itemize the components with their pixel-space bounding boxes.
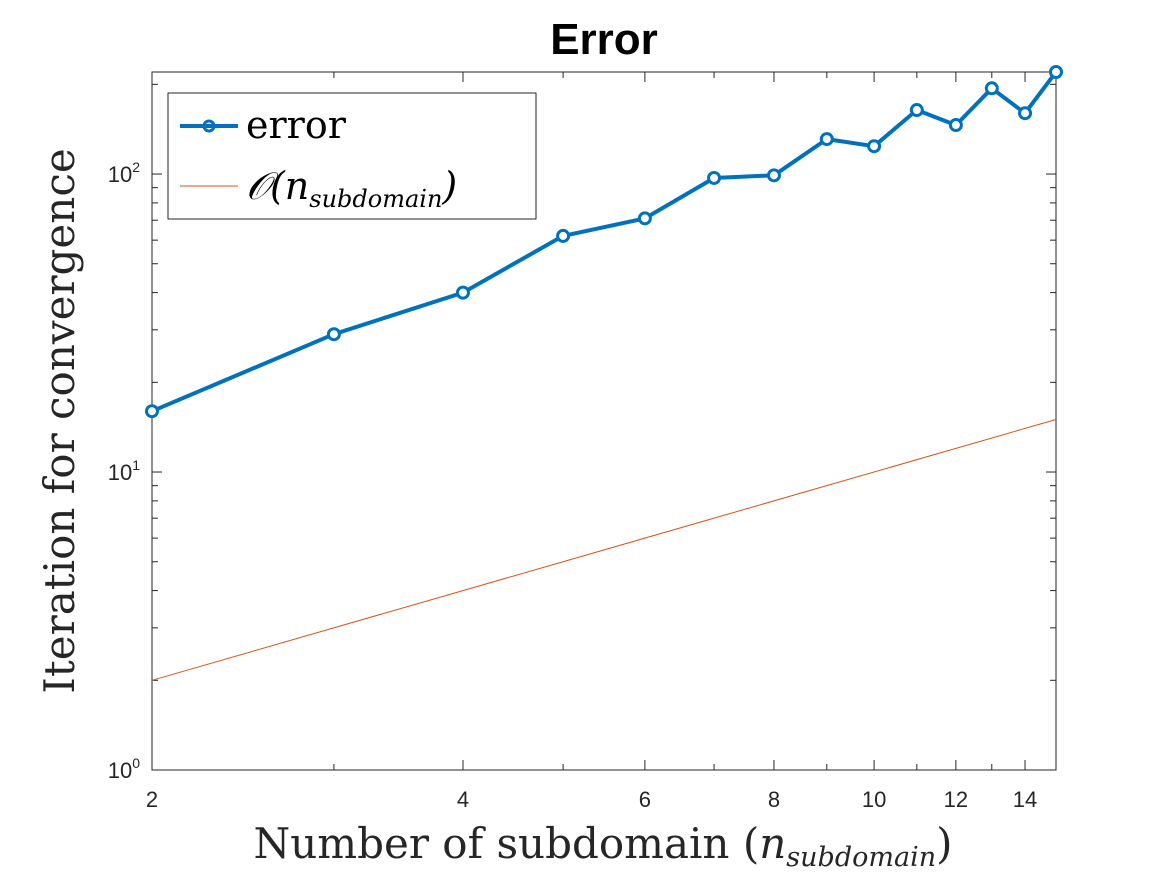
legend-error-label: error: [246, 103, 347, 147]
plot-axes: [151, 71, 1057, 771]
series-error-point: [145, 404, 159, 419]
y-tick-label: 101: [108, 457, 140, 485]
y-tick-label-base: 10: [108, 162, 132, 187]
legend: error 𝒪(nsubdomain): [167, 92, 537, 220]
x-tick-label: 10: [862, 787, 886, 812]
legend-order-var: n: [285, 164, 309, 208]
series-error-point: [455, 285, 470, 300]
y-tick-label: 102: [108, 159, 140, 187]
series-error-point: [867, 139, 882, 154]
legend-box: [167, 92, 537, 220]
x-tick-label: 12: [944, 787, 968, 812]
chart-title: Error: [550, 15, 658, 64]
x-axis-label-close: ): [936, 819, 952, 868]
series-error-point: [637, 211, 652, 226]
series-error-point: [326, 327, 341, 342]
x-tick-label: 8: [768, 787, 780, 812]
x-axis-label-sub: subdomain: [786, 842, 936, 873]
series-error-point: [909, 103, 924, 118]
legend-order-close: ): [441, 164, 457, 208]
x-axis-label-var: n: [759, 819, 786, 868]
y-tick-label-exp: 0: [132, 755, 140, 771]
y-tick-label-exp: 1: [132, 457, 140, 473]
series-error-point: [766, 168, 781, 183]
x-tick-label: 2: [146, 787, 158, 812]
series-reference-line: [151, 419, 1057, 681]
series-error-point: [1049, 65, 1063, 79]
y-tick-label-base: 10: [108, 758, 132, 783]
series-error-point: [819, 132, 834, 147]
x-axis-label: Number of subdomain (nsubdomain): [254, 819, 953, 873]
series-group: [145, 65, 1063, 681]
series-error-point: [1018, 106, 1033, 121]
series-error-point: [556, 228, 571, 243]
plot-frame: [151, 71, 1057, 771]
series-error-point: [984, 81, 999, 96]
y-tick-label-base: 10: [108, 460, 132, 485]
series-error-line: [151, 70, 1058, 414]
legend-error-marker: [202, 119, 216, 133]
y-tick-label-exp: 2: [132, 159, 140, 175]
legend-order-sub: subdomain: [309, 185, 442, 213]
series-error-point: [948, 118, 963, 133]
y-tick-label: 100: [108, 755, 140, 783]
x-tick-label: 6: [639, 787, 651, 812]
y-axis-label: Iteration for convergence: [35, 148, 84, 693]
legend-order-label: 𝒪(nsubdomain): [246, 164, 457, 213]
legend-order-open: (: [270, 164, 286, 208]
series-error-point: [707, 170, 722, 185]
x-tick-label: 4: [457, 787, 469, 812]
x-axis-label-text: Number of subdomain (: [254, 819, 760, 868]
x-axis-ticks: 2 4 6 8 10 12 14: [146, 72, 1057, 812]
x-tick-label: 14: [1013, 787, 1037, 812]
